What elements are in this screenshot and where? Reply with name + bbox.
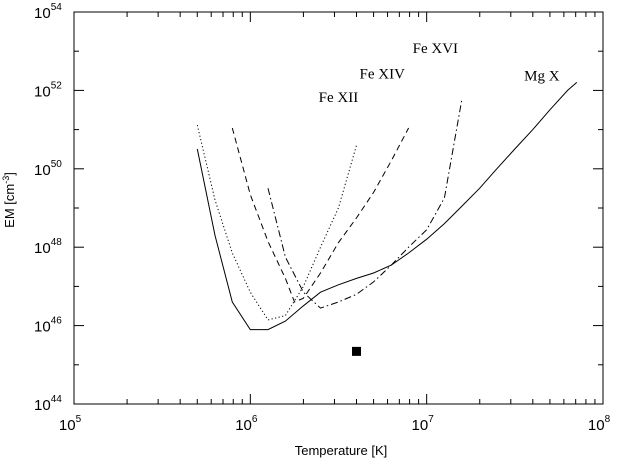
- series-layer: [196, 82, 578, 331]
- axis-ticks: [73, 11, 604, 405]
- y-axis-title-main: EM [cm: [2, 184, 17, 228]
- x-tick-label: 105: [59, 414, 82, 434]
- y-axis-title: EM [cm-3]: [1, 172, 17, 228]
- series-line-fe-xiv: [231, 127, 410, 303]
- marker-layer: [351, 346, 361, 356]
- label-fe-xvi: Fe XVI: [413, 41, 458, 57]
- axis-tick-labels: 105 106 107 108 1044 1046 1048 1050 1052 1054: [34, 2, 611, 434]
- series-line-fe-xvi: [267, 100, 463, 309]
- y-tick-label: 1052: [34, 80, 62, 100]
- observed-point-marker: [351, 346, 361, 356]
- y-tick-label: 1054: [34, 2, 62, 22]
- y-axis-title-close: ]: [2, 172, 17, 176]
- x-axis-title: Temperature [K]: [295, 443, 388, 458]
- x-tick-label: 108: [588, 414, 611, 434]
- y-tick-label: 1044: [34, 394, 62, 414]
- y-axis-title-exp: -3: [1, 176, 11, 184]
- y-tick-label: 1046: [34, 316, 62, 336]
- x-tick-label: 106: [235, 414, 258, 434]
- label-fe-xii: Fe XII: [319, 90, 359, 106]
- y-tick-label: 1050: [34, 159, 62, 179]
- series-line-fe-xii: [196, 124, 357, 321]
- y-tick-label: 1048: [34, 237, 62, 257]
- label-mg-x: Mg X: [524, 68, 560, 84]
- x-tick-label: 107: [412, 414, 435, 434]
- label-fe-xiv: Fe XIV: [360, 67, 406, 83]
